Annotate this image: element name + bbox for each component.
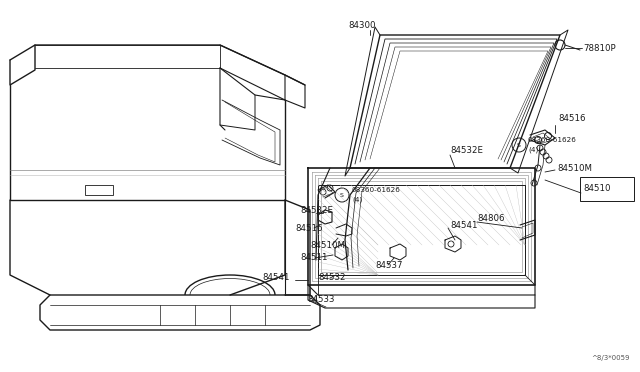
Text: 84532E: 84532E [300,205,333,215]
Text: 84537: 84537 [375,260,403,269]
Text: 08360-61626: 08360-61626 [352,187,401,193]
Text: ^8/3*0059: ^8/3*0059 [591,355,630,361]
Text: 78810P: 78810P [583,44,616,52]
Text: 84532: 84532 [318,273,346,282]
Text: 08360-61626: 08360-61626 [528,137,577,143]
Text: S: S [517,142,521,148]
Text: 84511: 84511 [300,253,328,262]
Text: 84541: 84541 [262,273,289,282]
Text: 84533: 84533 [307,295,335,305]
Text: S: S [340,192,344,198]
Text: 84510M: 84510M [310,241,345,250]
Text: 84541: 84541 [450,221,477,230]
Text: 84510M: 84510M [557,164,592,173]
Text: (4): (4) [352,197,362,203]
Bar [85,185,113,195]
Text: (4): (4) [528,147,538,153]
Text: 84510: 84510 [583,183,611,192]
Text: 84532E: 84532E [450,145,483,154]
Text: 84516: 84516 [295,224,323,232]
Text: 84516: 84516 [558,113,586,122]
Text: 84300: 84300 [348,20,376,29]
Text: 84806: 84806 [477,214,504,222]
